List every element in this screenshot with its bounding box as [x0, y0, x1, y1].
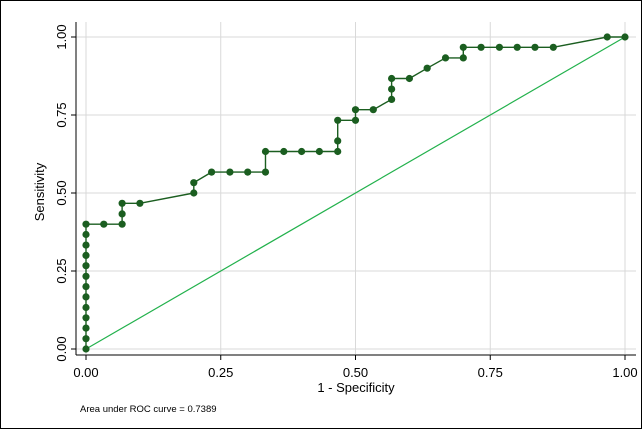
y-tick-label: 1.00 — [54, 24, 69, 49]
roc-point — [226, 168, 234, 176]
roc-point — [549, 43, 557, 51]
roc-point — [82, 335, 90, 343]
x-axis-title: 1 - Specificity — [317, 380, 395, 395]
roc-point — [351, 116, 360, 124]
roc-point — [82, 314, 90, 322]
roc-point — [531, 43, 539, 51]
roc-point — [82, 241, 90, 249]
roc-point — [459, 43, 467, 51]
axes: 0.00 0.25 0.50 0.75 1.00 0.00 0.25 0.50 0.75 1.00 — [54, 22, 638, 380]
auc-annotation: Area under ROC curve = 0.7389 — [80, 404, 217, 415]
roc-point — [118, 210, 126, 218]
roc-point — [603, 33, 611, 41]
roc-point — [82, 303, 90, 312]
roc-point — [423, 64, 431, 72]
roc-point — [334, 137, 342, 145]
roc-point — [495, 43, 504, 51]
x-tick-label: 1.00 — [612, 365, 637, 380]
roc-point — [441, 54, 450, 62]
roc-point — [207, 168, 216, 176]
series-layer — [82, 33, 629, 353]
roc-point — [261, 168, 270, 176]
roc-point — [388, 95, 396, 103]
roc-point — [82, 324, 90, 332]
roc-point — [190, 189, 198, 197]
roc-point — [459, 54, 467, 62]
x-tick-label: 0.50 — [343, 365, 368, 380]
roc-point — [100, 220, 108, 228]
roc-point — [280, 147, 288, 156]
roc-point — [477, 43, 485, 51]
roc-point — [244, 168, 252, 176]
roc-point — [315, 147, 323, 156]
roc-point — [118, 220, 126, 228]
roc-point — [261, 147, 270, 156]
roc-point — [351, 106, 360, 114]
roc-point — [82, 220, 90, 228]
roc-point — [513, 43, 521, 51]
roc-point — [82, 283, 90, 291]
roc-point — [118, 199, 126, 207]
roc-point — [82, 293, 90, 301]
x-tick-label: 0.75 — [478, 365, 503, 380]
y-tick-label: 0.25 — [54, 258, 69, 283]
y-tick-label: 0.75 — [54, 102, 69, 127]
roc-point — [388, 74, 396, 83]
roc-point — [190, 179, 198, 187]
roc-point — [136, 199, 144, 207]
roc-point — [334, 116, 342, 124]
roc-point — [82, 272, 90, 280]
x-tick-label: 0.25 — [208, 365, 233, 380]
roc-point — [298, 147, 306, 156]
roc-point — [82, 230, 90, 239]
x-tick-label: 0.00 — [73, 365, 98, 380]
y-tick-label: 0.00 — [54, 336, 69, 361]
y-axis-title: Sensitivity — [32, 162, 47, 221]
roc-point — [82, 262, 90, 270]
y-tick-label: 0.50 — [54, 180, 69, 205]
roc-point — [334, 147, 342, 156]
roc-point — [405, 74, 413, 83]
roc-point — [621, 33, 629, 41]
reference-line — [85, 36, 626, 350]
roc-point — [82, 345, 90, 353]
roc-point — [369, 106, 377, 114]
roc-point — [82, 251, 90, 259]
roc-point — [388, 85, 396, 93]
